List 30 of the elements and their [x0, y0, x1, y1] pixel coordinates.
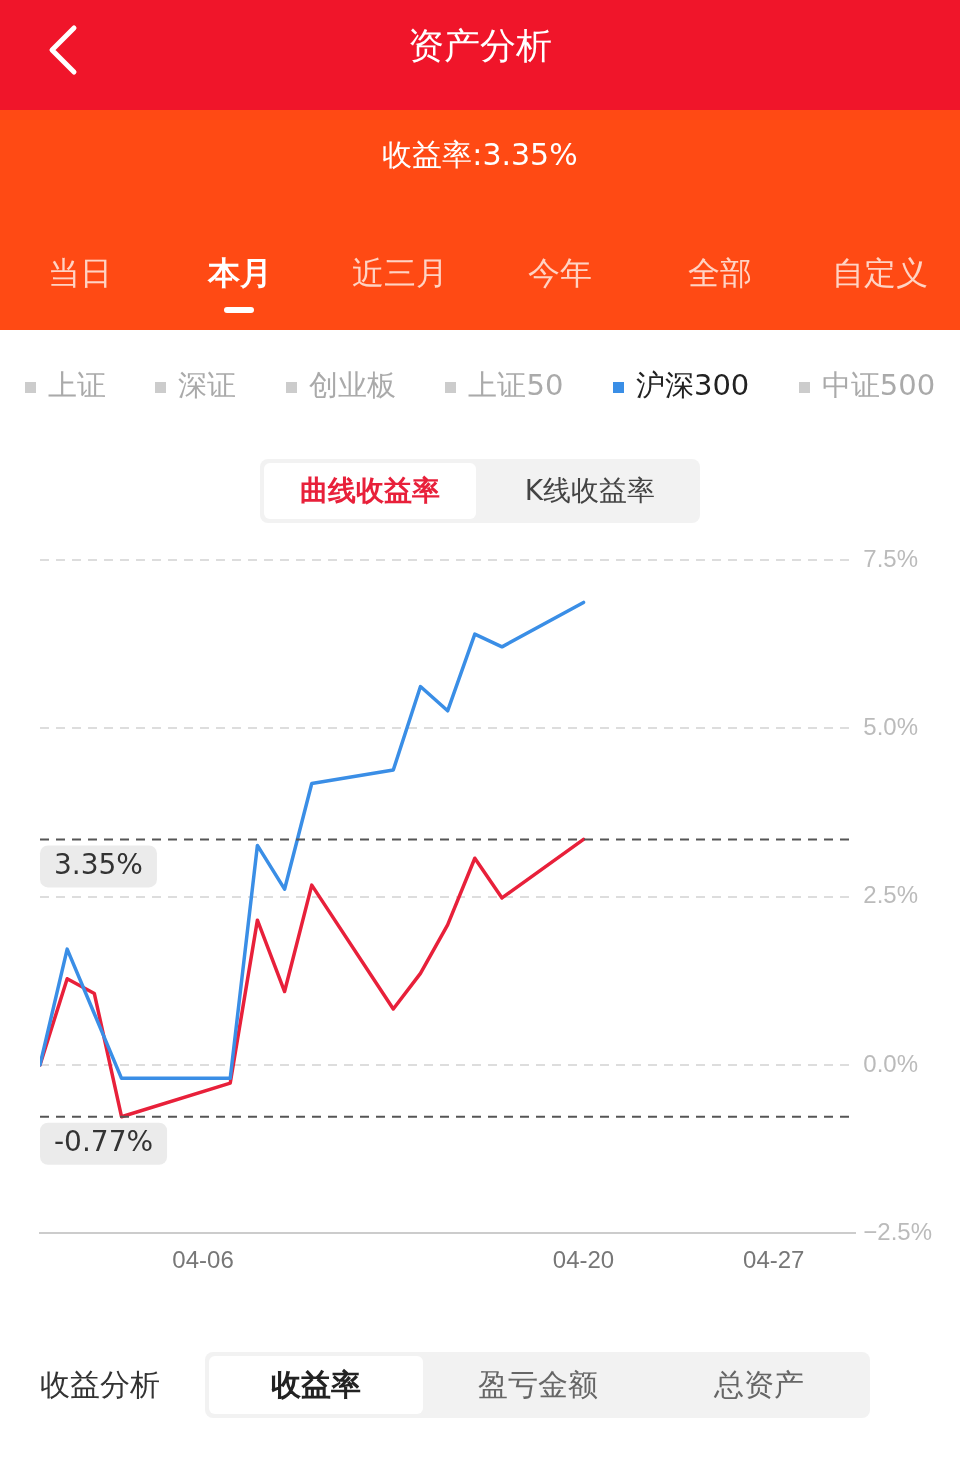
text: 曲线收益率 [264, 463, 476, 519]
text: 全部 [687, 253, 753, 294]
y-tick-label: −2.5% [863, 1217, 932, 1245]
text: 收益分析 [40, 1365, 160, 1404]
y-tick-label: 5.0% [863, 712, 918, 740]
text: 今年 [527, 253, 593, 294]
text: 盈亏金额 [476, 1366, 599, 1404]
x-tick-label: 04-27 [743, 1246, 805, 1274]
y-tick-label: 7.5% [863, 544, 918, 572]
text: K线收益率 [523, 473, 657, 509]
text: 上证 [47, 368, 106, 402]
x-tick-label: 04-20 [552, 1246, 615, 1274]
legend-label: 沪深300 [635, 368, 750, 402]
chart-subtitle: 收益率:3.35% [381, 136, 579, 174]
ref-line-label: 3.35% [54, 847, 143, 881]
y-tick-label: 2.5% [863, 881, 918, 909]
text: 当日 [47, 253, 113, 294]
text: 本月 [206, 253, 273, 294]
text: 深证 [178, 368, 237, 402]
y-tick-label: 0.0% [863, 1049, 918, 1077]
text: 自定义 [831, 253, 929, 294]
text: 收益率 [209, 1356, 423, 1414]
text: 上证50 [468, 368, 564, 402]
text: 近三月 [351, 253, 449, 294]
chart-title: 资产分析 [407, 24, 553, 68]
x-tick-label: 04-06 [172, 1246, 234, 1274]
text: 中证500 [821, 368, 936, 402]
text: 创业板 [308, 368, 396, 402]
ref-line-label: -0.77% [54, 1125, 154, 1159]
text: 总资产 [713, 1366, 806, 1404]
